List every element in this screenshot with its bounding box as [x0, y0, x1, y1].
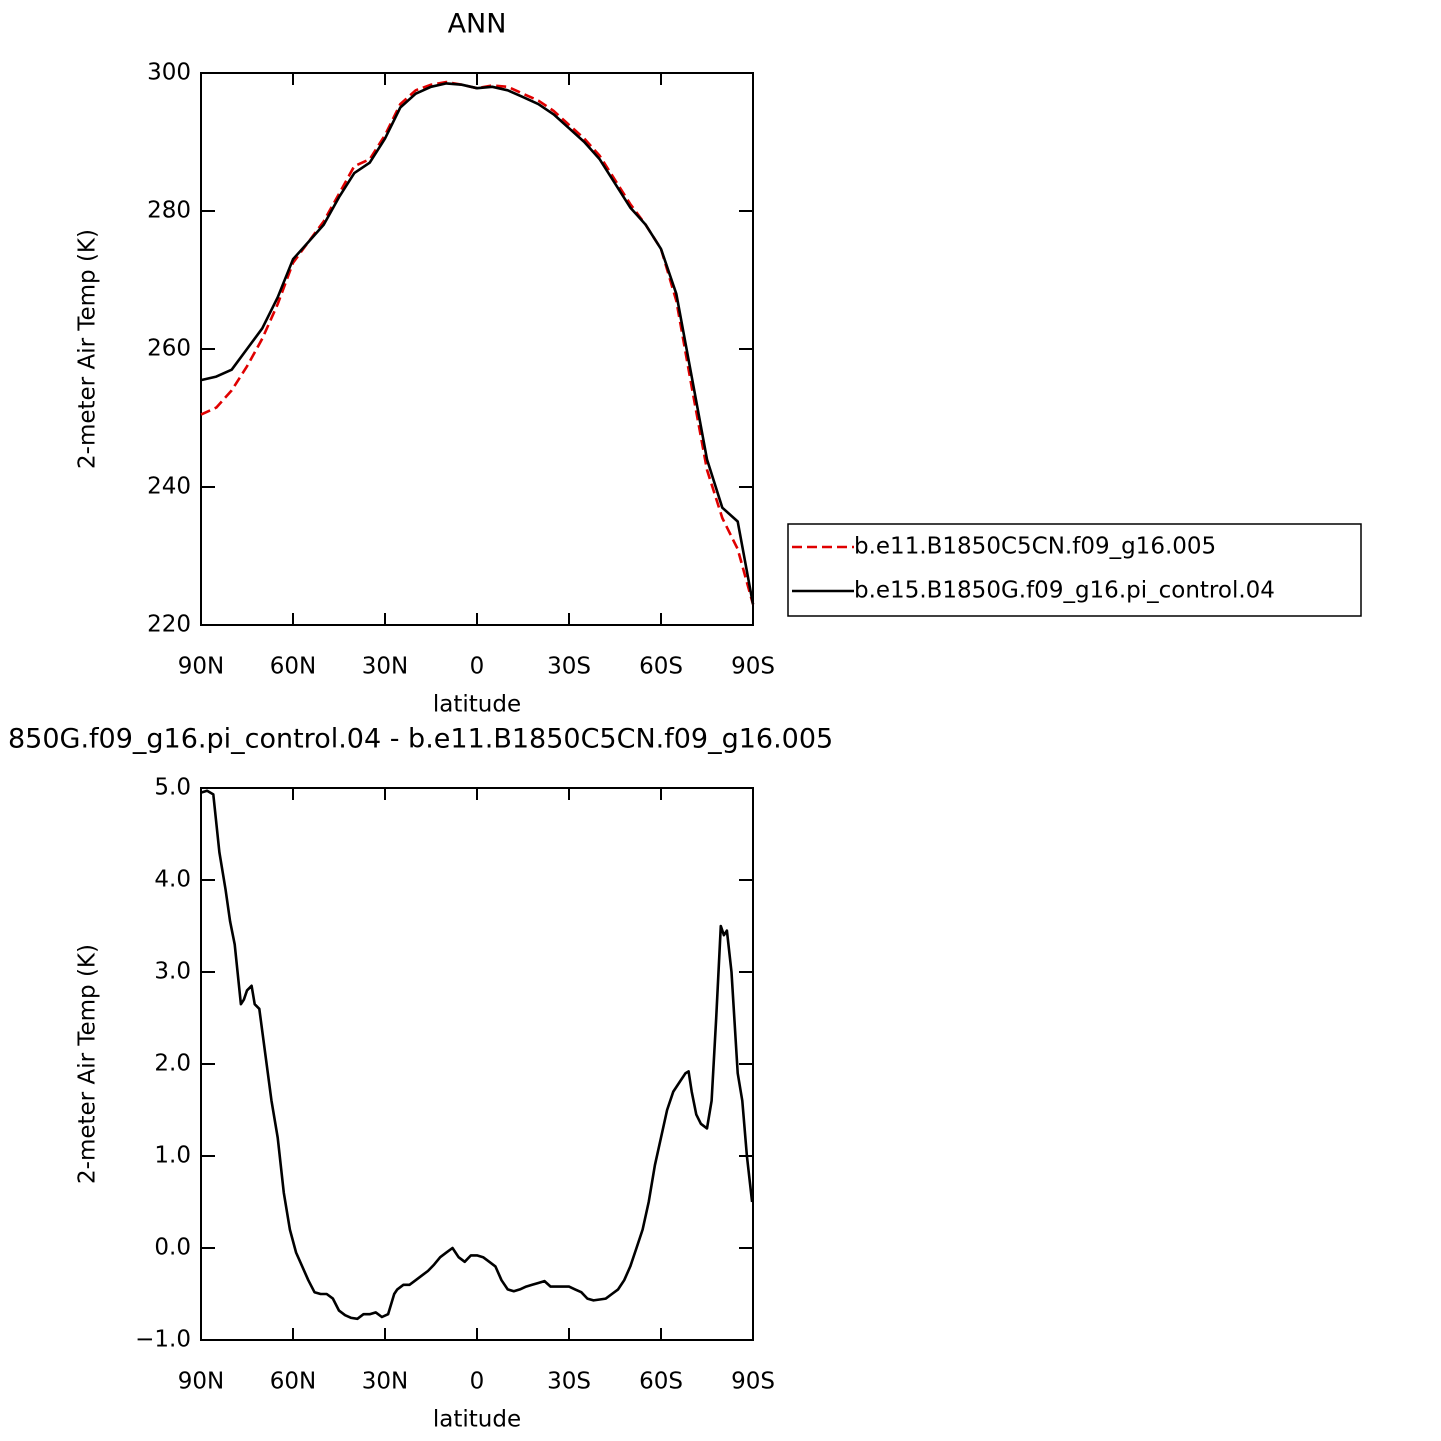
chart-title: ANN: [448, 9, 507, 40]
x-tick-label: 30N: [362, 654, 408, 680]
y-tick-label: 1.0: [154, 1143, 191, 1169]
x-tick-label: 0: [470, 1369, 485, 1395]
plot-frame: [200, 787, 754, 1341]
x-tick-label: 30N: [362, 1369, 408, 1395]
y-tick-label: 4.0: [154, 867, 191, 893]
data-line: [200, 82, 755, 605]
x-tick-label: 60N: [270, 654, 316, 680]
y-tick-label: 300: [147, 60, 191, 86]
x-tick-label: 30S: [547, 654, 591, 680]
legend-label: b.e11.B1850C5CN.f09_g16.005: [854, 534, 1216, 560]
x-tick-label: 90N: [178, 654, 224, 680]
y-tick-label: −1.0: [135, 1327, 191, 1353]
x-tick-label: 60S: [639, 1369, 683, 1395]
plot-frame: [200, 72, 754, 626]
y-tick-label: 240: [147, 474, 191, 500]
data-line: [200, 80, 755, 605]
chart-title: 850G.f09_g16.pi_control.04 - b.e11.B1850…: [8, 724, 833, 755]
x-axis-label: latitude: [433, 1407, 521, 1433]
legend-label: b.e15.B1850G.f09_g16.pi_control.04: [854, 578, 1275, 604]
x-tick-label: 0: [470, 654, 485, 680]
y-tick-label: 3.0: [154, 959, 191, 985]
y-tick-label: 260: [147, 336, 191, 362]
legend-box: [787, 523, 1362, 617]
y-axis-label: 2-meter Air Temp (K): [75, 944, 101, 1184]
y-axis-label: 2-meter Air Temp (K): [75, 229, 101, 469]
x-tick-label: 90S: [731, 654, 775, 680]
x-tick-label: 30S: [547, 1369, 591, 1395]
y-tick-label: 2.0: [154, 1051, 191, 1077]
x-tick-label: 60N: [270, 1369, 316, 1395]
x-axis-label: latitude: [433, 692, 521, 718]
y-tick-label: 280: [147, 198, 191, 224]
y-tick-label: 0.0: [154, 1235, 191, 1261]
x-tick-label: 60S: [639, 654, 683, 680]
x-tick-label: 90N: [178, 1369, 224, 1395]
data-line: [200, 789, 754, 1321]
y-tick-label: 5.0: [154, 775, 191, 801]
x-tick-label: 90S: [731, 1369, 775, 1395]
y-tick-label: 220: [147, 612, 191, 638]
